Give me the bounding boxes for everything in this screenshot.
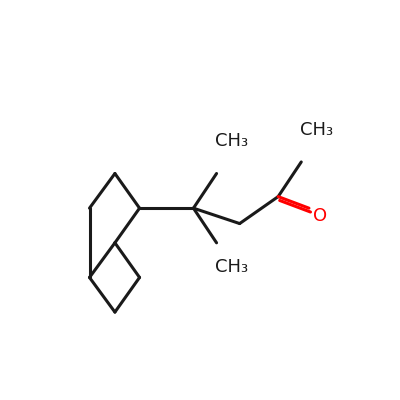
- Text: CH₃: CH₃: [300, 121, 333, 139]
- Text: CH₃: CH₃: [215, 258, 248, 276]
- Text: O: O: [313, 207, 327, 225]
- Text: CH₃: CH₃: [215, 132, 248, 150]
